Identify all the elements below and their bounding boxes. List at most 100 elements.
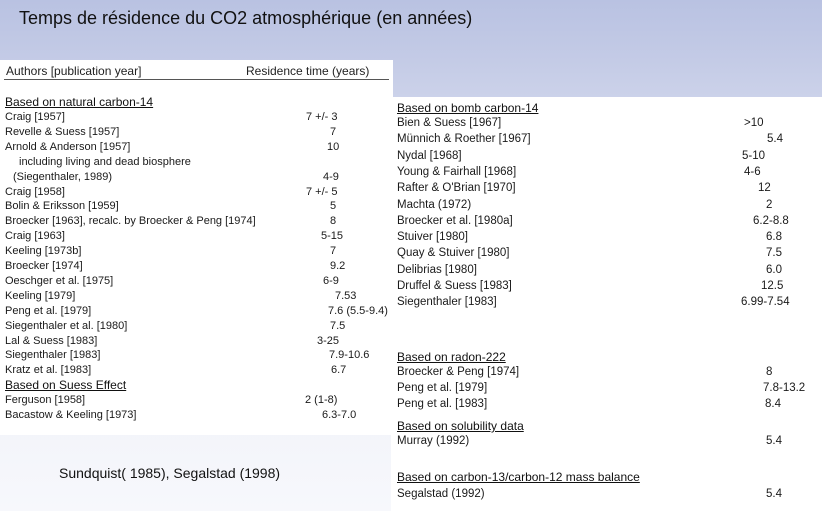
residence-time-cell: 7 xyxy=(330,125,337,138)
residence-time-cell: 2 xyxy=(766,198,773,211)
table-row: (Siegenthaler, 1989) 4-9 xyxy=(5,171,390,185)
table-row: Siegenthaler [1983] 6.99-7.54 xyxy=(397,296,817,310)
author-cell: Broecker [1963], recalc. by Broecker & P… xyxy=(5,215,256,228)
author-cell: Münnich & Roether [1967] xyxy=(397,133,531,146)
residence-time-cell: 7.8-13.2 xyxy=(763,382,806,394)
residence-time-cell: 8 xyxy=(330,215,337,228)
section-title: Based on solubility data xyxy=(397,419,524,433)
header-authors: Authors [publication year] xyxy=(6,64,142,78)
residence-time-cell: 7 +/- 5 xyxy=(306,185,338,198)
table-row: Keeling [1973b] 7 xyxy=(5,245,390,259)
author-cell: Bacastow & Keeling [1973] xyxy=(5,409,137,421)
author-cell: Murray (1992) xyxy=(397,435,470,447)
residence-time-cell: 5.4 xyxy=(766,488,782,500)
table-row: Münnich & Roether [1967] 5.4 xyxy=(397,133,817,147)
residence-time-cell: 7 +/- 3 xyxy=(306,111,338,123)
author-cell: Peng et al. [1979] xyxy=(397,382,488,394)
author-cell: Revelle & Suess [1957] xyxy=(5,125,120,138)
author-cell: Kratz et al. [1983] xyxy=(5,364,92,377)
table-row: Siegenthaler et al. [1980] 7.5 xyxy=(5,320,390,334)
table-row: Peng et al. [1979] 7.8-13.2 xyxy=(397,382,817,396)
left-table-panel: Authors [publication year] Residence tim… xyxy=(0,60,393,435)
table-row: Stuiver [1980] 6.8 xyxy=(397,231,817,245)
table-row: Broecker et al. [1980a] 6.2-8.8 xyxy=(397,215,817,229)
author-cell: Craig [1957] xyxy=(5,111,65,123)
residence-time-cell: 12 xyxy=(758,182,771,195)
residence-time-cell: 12.5 xyxy=(761,280,784,292)
author-cell: Druffel & Suess [1983] xyxy=(397,280,512,292)
header-divider xyxy=(4,79,389,80)
table-row: Murray (1992) 5.4 xyxy=(397,435,817,449)
author-cell: Quay & Stuiver [1980] xyxy=(397,247,510,260)
table-row: Segalstad (1992) 5.4 xyxy=(397,488,817,502)
table-row: Young & Fairhall [1968] 4-6 xyxy=(397,166,817,180)
section-title: Based on Suess Effect xyxy=(5,378,127,392)
residence-time-cell: 7.53 xyxy=(335,289,357,302)
table-row: Oeschger et al. [1975] 6-9 xyxy=(5,275,390,289)
author-cell: Bien & Suess [1967] xyxy=(397,117,502,129)
table-row: Rafter & O'Brian [1970] 12 xyxy=(397,182,817,196)
residence-time-cell: 3-25 xyxy=(317,334,340,347)
table-row: Bacastow & Keeling [1973] 6.3-7.0 xyxy=(5,409,390,423)
table-row: Broecker & Peng [1974] 8 xyxy=(397,366,817,380)
author-cell: Keeling [1979] xyxy=(5,289,76,302)
author-cell: Peng et al. [1983] xyxy=(397,398,488,410)
table-row: Craig [1958] 7 +/- 5 xyxy=(5,186,390,200)
residence-time-cell: 5.4 xyxy=(766,435,782,447)
table-row: Ferguson [1958] 2 (1-8) xyxy=(5,394,390,408)
residence-time-cell: 4-6 xyxy=(744,165,761,178)
residence-time-cell: 8.4 xyxy=(765,398,781,410)
residence-time-cell: >10 xyxy=(744,117,764,129)
section-title: Based on natural carbon-14 xyxy=(5,95,154,109)
residence-time-cell: 10 xyxy=(327,140,340,153)
author-cell: Segalstad (1992) xyxy=(397,488,485,500)
residence-time-cell: 7.6 (5.5-9.4) xyxy=(328,304,388,317)
table-row: Nydal [1968] 5-10 xyxy=(397,150,817,164)
table-row: Quay & Stuiver [1980] 7.5 xyxy=(397,247,817,261)
author-cell: Rafter & O'Brian [1970] xyxy=(397,182,516,195)
table-row: Siegenthaler [1983] 7.9-10.6 xyxy=(5,349,390,363)
author-cell: Oeschger et al. [1975] xyxy=(5,274,114,287)
residence-time-cell: 5-10 xyxy=(742,149,766,162)
author-cell: Delibrias [1980] xyxy=(397,263,477,276)
table-row: Delibrias [1980] 6.0 xyxy=(397,264,817,278)
author-cell: Nydal [1968] xyxy=(397,149,462,162)
author-cell: Arnold & Anderson [1957] xyxy=(5,140,131,153)
table-row: Kratz et al. [1983] 6.7 xyxy=(5,364,390,378)
author-cell: (Siegenthaler, 1989) xyxy=(13,170,113,183)
residence-time-cell: 4-9 xyxy=(323,170,339,183)
author-cell: Siegenthaler [1983] xyxy=(5,349,101,362)
author-cell: Young & Fairhall [1968] xyxy=(397,165,517,178)
table-row: Craig [1957] 7 +/- 3 xyxy=(5,111,390,125)
table-row: Arnold & Anderson [1957] 10 xyxy=(5,141,390,155)
author-cell: Ferguson [1958] xyxy=(5,394,86,406)
residence-time-cell: 7 xyxy=(330,245,337,258)
slide-title: Temps de résidence du CO2 atmosphérique … xyxy=(19,8,473,28)
table-row: Broecker [1963], recalc. by Broecker & P… xyxy=(5,215,390,229)
residence-time-cell: 7.5 xyxy=(766,247,782,260)
author-cell: Lal & Suess [1983] xyxy=(5,334,98,347)
author-cell: Siegenthaler [1983] xyxy=(397,296,497,309)
author-cell: Craig [1963] xyxy=(5,230,65,243)
author-cell: Machta (1972) xyxy=(397,198,472,211)
table-row: Machta (1972) 2 xyxy=(397,199,817,213)
author-cell: Broecker & Peng [1974] xyxy=(397,366,520,378)
table-row: including living and dead biosphere xyxy=(5,156,390,170)
table-row: Bien & Suess [1967] >10 xyxy=(397,117,817,131)
author-cell: Broecker et al. [1980a] xyxy=(397,214,513,227)
table-row: Broecker [1974] 9.2 xyxy=(5,260,390,274)
author-cell: Siegenthaler et al. [1980] xyxy=(5,319,128,332)
table-row: Keeling [1979] 7.53 xyxy=(5,290,390,304)
table-row: Craig [1963] 5-15 xyxy=(5,230,390,244)
residence-time-cell: 8 xyxy=(766,366,773,378)
author-cell: Craig [1958] xyxy=(5,185,65,198)
residence-time-cell: 7.9-10.6 xyxy=(329,349,370,362)
residence-time-cell: 6.0 xyxy=(766,263,782,276)
section-title: Based on carbon-13/carbon-12 mass balanc… xyxy=(397,470,640,484)
residence-time-cell: 5 xyxy=(330,200,337,213)
author-cell: Peng et al. [1979] xyxy=(5,304,92,317)
residence-time-cell: 6.8 xyxy=(766,231,782,244)
table-row: Peng et al. [1979] 7.6 (5.5-9.4) xyxy=(5,305,390,319)
residence-time-cell: 5-15 xyxy=(321,230,344,243)
table-row: Bolin & Eriksson [1959] 5 xyxy=(5,200,390,214)
